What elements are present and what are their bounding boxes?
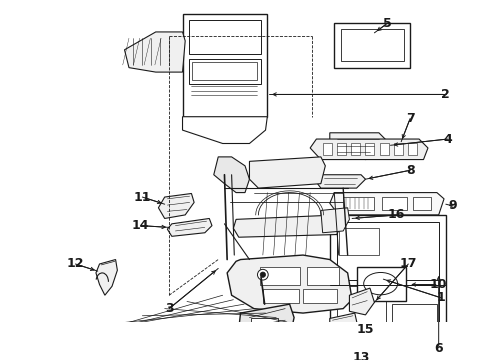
Bar: [330, 215, 446, 358]
Text: 11: 11: [134, 190, 151, 203]
Ellipse shape: [364, 273, 397, 295]
Text: 12: 12: [67, 257, 84, 270]
Text: 7: 7: [406, 112, 415, 125]
Text: 17: 17: [399, 257, 417, 270]
Polygon shape: [349, 288, 374, 315]
Text: 10: 10: [430, 278, 447, 291]
Polygon shape: [233, 215, 341, 237]
Text: 15: 15: [357, 323, 374, 336]
Bar: [334, 23, 410, 68]
Text: 2: 2: [441, 88, 450, 101]
Polygon shape: [227, 255, 352, 313]
Polygon shape: [124, 32, 185, 72]
Bar: [392, 304, 437, 349]
Text: 3: 3: [165, 302, 173, 315]
Text: 13: 13: [352, 351, 370, 360]
Bar: [339, 228, 379, 255]
Polygon shape: [330, 313, 358, 340]
Polygon shape: [330, 193, 444, 215]
Polygon shape: [96, 260, 118, 295]
Bar: [382, 197, 407, 210]
Bar: [408, 143, 417, 155]
Text: 8: 8: [406, 164, 415, 177]
Bar: [394, 143, 403, 155]
Text: 14: 14: [132, 219, 149, 232]
Bar: [189, 59, 261, 84]
Polygon shape: [182, 117, 268, 144]
Polygon shape: [330, 133, 388, 159]
Polygon shape: [249, 157, 325, 188]
Bar: [193, 62, 258, 80]
Bar: [343, 197, 374, 210]
Text: 6: 6: [434, 342, 443, 355]
Text: 9: 9: [449, 199, 457, 212]
Bar: [337, 222, 439, 280]
Bar: [260, 267, 300, 284]
Polygon shape: [214, 157, 249, 193]
Bar: [182, 14, 268, 117]
Bar: [303, 289, 337, 303]
Polygon shape: [158, 193, 194, 219]
Bar: [351, 143, 360, 155]
Bar: [380, 143, 389, 155]
Polygon shape: [321, 208, 349, 233]
Bar: [413, 197, 431, 210]
Text: 4: 4: [443, 132, 452, 145]
Bar: [322, 143, 332, 155]
Polygon shape: [310, 139, 428, 159]
Bar: [251, 318, 278, 334]
Polygon shape: [316, 175, 366, 188]
Polygon shape: [168, 219, 212, 236]
Text: 5: 5: [384, 17, 392, 30]
Bar: [337, 286, 386, 349]
Bar: [189, 20, 261, 54]
Bar: [263, 289, 298, 303]
Bar: [357, 267, 406, 301]
Bar: [308, 267, 339, 284]
Text: 16: 16: [388, 208, 405, 221]
Text: 1: 1: [437, 291, 446, 305]
Bar: [341, 29, 404, 62]
Bar: [337, 143, 346, 155]
Circle shape: [258, 269, 268, 280]
Polygon shape: [239, 304, 294, 342]
Circle shape: [260, 272, 266, 277]
Bar: [366, 143, 374, 155]
